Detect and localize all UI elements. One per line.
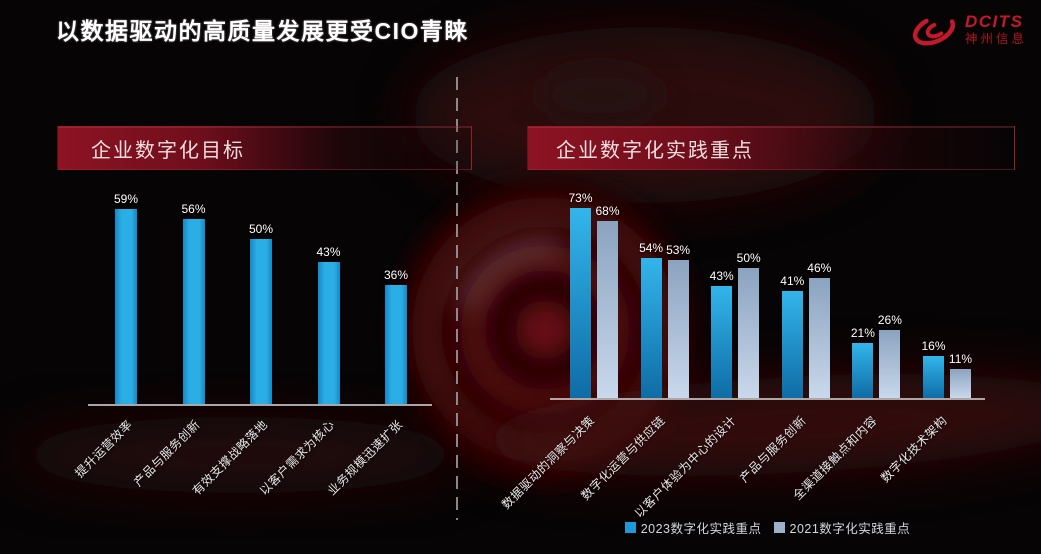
logo-brand-text: DCITS — [964, 11, 1024, 31]
practice-bar-2023 — [570, 208, 591, 398]
practice-bar-2023 — [852, 343, 874, 398]
legend-swatch-2021 — [773, 522, 785, 533]
swirl-icon — [912, 14, 956, 46]
goal-bar — [317, 262, 340, 404]
practice-bar-2021-value: 50% — [736, 251, 761, 265]
goal-bar-value: 36% — [383, 268, 409, 283]
practice-category-label: 数字化技术架构 — [878, 413, 951, 486]
practice-bar-2023 — [640, 257, 662, 398]
practice-bar-2023-value: 41% — [780, 274, 805, 289]
practice-bar-2021 — [879, 330, 901, 398]
goal-bar — [385, 285, 407, 404]
practice-category-label: 产品与服务创新 — [737, 413, 810, 486]
practice-bar-2023 — [781, 291, 803, 398]
practice-bar-2021-value: 68% — [595, 204, 620, 219]
left-panel-header: 企业数字化目标 — [57, 126, 472, 170]
legend-label-2023: 2023数字化实践重点 — [640, 522, 762, 536]
practice-bar-2023-value: 54% — [639, 240, 664, 255]
logo-company-text: 神州信息 — [964, 32, 1027, 47]
goal-bar — [115, 209, 137, 404]
practice-bar-2021 — [950, 369, 971, 398]
right-panel-title: 企业数字化实践重点 — [556, 139, 754, 162]
practice-bar-2021-value: 26% — [877, 313, 902, 328]
goal-bar-value: 50% — [248, 222, 274, 236]
goal-bar-value: 56% — [181, 202, 206, 217]
practice-bar-2023 — [711, 286, 733, 398]
goal-bar — [182, 219, 205, 404]
page-title: 以数据驱动的高质量发展更受CIO青睐 — [56, 18, 469, 44]
goal-category-label: 提升运营效率 — [72, 417, 136, 481]
practice-bar-2023-value: 43% — [709, 269, 734, 284]
practice-bar-2021-value: 46% — [807, 261, 832, 276]
left-panel-title: 企业数字化目标 — [91, 139, 245, 162]
goal-category-label: 产品与服务创新 — [131, 417, 203, 490]
right-panel-header: 企业数字化实践重点 — [527, 126, 1015, 170]
practice-bar-2023-value: 73% — [568, 191, 593, 206]
practice-bar-2021 — [597, 221, 618, 398]
legend-item-2023: 2023数字化实践重点 — [624, 518, 762, 537]
practice-bar-2023-value: 16% — [921, 339, 946, 354]
practice-bar-2021 — [738, 268, 760, 398]
legend: 2023数字化实践重点 2021数字化实践重点 — [550, 518, 985, 537]
practice-bar-2023-value: 21% — [850, 326, 875, 341]
left-chart-x-axis — [88, 404, 432, 406]
legend-swatch-2023 — [624, 522, 636, 533]
right-chart-x-axis — [550, 398, 985, 400]
brand-logo: DCITS 神州信息 — [910, 10, 1027, 50]
practice-bar-2021-value: 53% — [666, 243, 691, 258]
practice-bar-2021 — [808, 278, 830, 398]
legend-item-2021: 2021数字化实践重点 — [773, 518, 911, 537]
practice-bar-2021-value: 11% — [948, 352, 973, 367]
goal-bar-value: 59% — [113, 192, 139, 207]
goal-bar — [250, 239, 272, 404]
legend-label-2021: 2021数字化实践重点 — [789, 522, 911, 536]
practice-bar-2023 — [923, 356, 944, 398]
practice-bar-2021 — [667, 260, 689, 398]
goal-bar-value: 43% — [316, 245, 341, 260]
